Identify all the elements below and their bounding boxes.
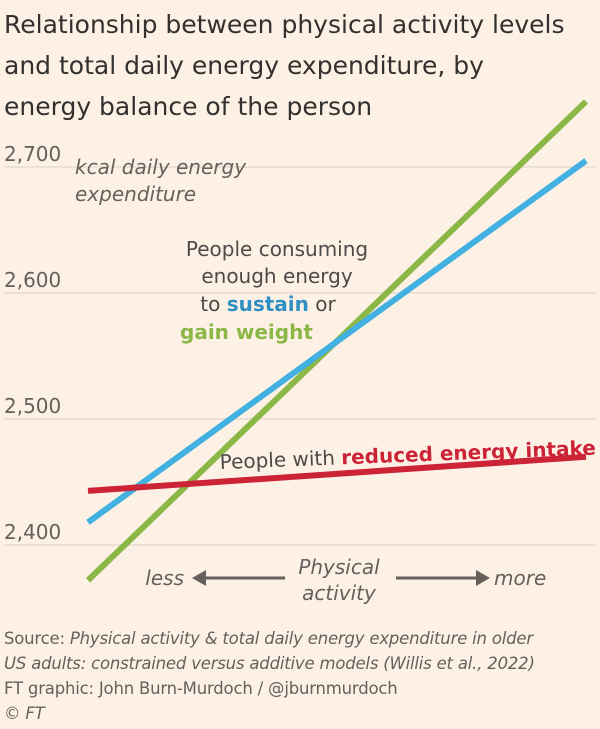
chart-title-line: Relationship between physical activity l… xyxy=(4,10,565,39)
reduced-highlight: reduced energy intake xyxy=(341,436,596,470)
chart-title-line: energy balance of the person xyxy=(4,92,373,121)
y-tick-label: 2,400 xyxy=(4,520,61,544)
grid xyxy=(4,166,596,546)
x-axis-label-line: Physical xyxy=(298,555,380,579)
copyright-line: © FT xyxy=(4,701,600,726)
annotation-line: to sustain or xyxy=(200,292,336,316)
y-tick-labels: 2,400 2,500 2,600 2,700 xyxy=(4,142,61,544)
x-axis-more-label: more xyxy=(494,566,546,590)
credit-line: FT graphic: John Burn-Murdoch / @jburnmu… xyxy=(4,679,398,698)
annotation-text: or xyxy=(309,292,337,316)
x-axis-label-line: activity xyxy=(302,581,377,605)
gain-highlight: gain weight xyxy=(180,320,313,344)
x-axis-indicator: less Physical activity more xyxy=(145,555,546,605)
chart-footer: Source: Physical activity & total daily … xyxy=(4,626,600,726)
y-tick-label: 2,700 xyxy=(4,142,61,166)
y-tick-label: 2,600 xyxy=(4,268,61,292)
source-title: US adults: constrained versus additive m… xyxy=(4,654,535,673)
sustain-highlight: sustain xyxy=(227,292,309,316)
line-chart: 2,400 2,500 2,600 2,700 kcal daily energy e… xyxy=(4,99,596,605)
source-line: US adults: constrained versus additive m… xyxy=(4,651,600,676)
y-axis-label-line: kcal daily energy xyxy=(75,155,247,179)
series-line-reduced xyxy=(87,453,587,494)
annotation-line: enough energy xyxy=(201,264,352,288)
left-arrow-icon xyxy=(192,570,206,586)
source-label: Source: xyxy=(4,629,70,648)
source-title: Physical activity & total daily energy e… xyxy=(69,629,533,648)
source-line: Source: Physical activity & total daily … xyxy=(4,626,600,651)
right-arrow-icon xyxy=(476,570,490,586)
y-axis-label-line: expenditure xyxy=(75,182,196,206)
series-line-sustain xyxy=(86,158,588,525)
annotation-line: People consuming xyxy=(186,237,368,261)
series-lines xyxy=(85,99,589,583)
annotation-sustain-gain: People consuming enough energy to sustai… xyxy=(180,237,368,344)
chart-title: Relationship between physical activity l… xyxy=(4,4,596,127)
x-axis-less-label: less xyxy=(145,566,184,590)
copyright-symbol: © xyxy=(4,704,26,723)
annotation-text: People with xyxy=(219,445,341,474)
chart-title-line: and total daily energy expenditure, by xyxy=(4,51,484,80)
copyright-name: FT xyxy=(25,704,45,723)
annotation-text: to xyxy=(200,292,226,316)
y-tick-label: 2,500 xyxy=(4,394,61,418)
